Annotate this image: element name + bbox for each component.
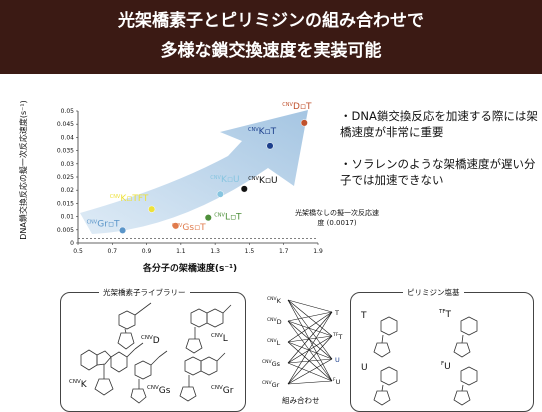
combination-link xyxy=(287,362,333,382)
combination-link xyxy=(287,335,333,364)
x-tick-label: 1.1 xyxy=(176,248,186,255)
y-tick-label: 0.005 xyxy=(57,227,74,234)
y-tick-label: 0.02 xyxy=(61,187,75,194)
combination-link xyxy=(287,341,333,360)
combination-network xyxy=(287,299,333,385)
combination-link xyxy=(287,335,333,385)
combo-left-cnvl: CNVL xyxy=(267,339,281,348)
point-label: CNVL▫T xyxy=(214,213,242,223)
y-tick-label: 0.015 xyxy=(57,200,74,207)
pyrimidine-fu: FU xyxy=(441,361,451,372)
x-tick-label: 1.7 xyxy=(279,248,289,255)
library-item-cnvgs: CNVGs xyxy=(147,385,171,396)
title-banner: 光架橋素子とピリミジンの組み合わせで 多様な鎖交換速度を実装可能 xyxy=(0,0,542,74)
combo-right-fu: FU xyxy=(333,378,341,387)
combination-link xyxy=(287,358,333,385)
library-structures xyxy=(80,302,232,404)
library-item-cnvk: CNVK xyxy=(69,379,87,390)
combination-link xyxy=(287,311,333,343)
combo-left-cnvgs: CNVGs xyxy=(262,360,281,369)
data-point xyxy=(204,214,212,222)
x-tick-label: 1.9 xyxy=(313,248,323,255)
combo-left-cnvd: CNVD xyxy=(267,318,282,327)
combination-link xyxy=(287,320,333,337)
x-tick-label: 0.5 xyxy=(73,248,83,255)
combination-link xyxy=(287,335,333,343)
data-point xyxy=(216,190,224,198)
combination-link xyxy=(287,320,333,360)
pyrimidine-tft: TFT xyxy=(439,309,452,320)
combination-link xyxy=(287,299,333,337)
chart-point-labels: CNVGr▫T CNVK▫TFT CNVGs▫T CNVL▫T CNVK▫U CNVK▫U… xyxy=(87,102,312,233)
data-point xyxy=(266,142,274,150)
y-tick-label: 0.045 xyxy=(57,121,74,128)
point-label: CNVGs▫T xyxy=(172,223,206,233)
combo-right-tft: TFT xyxy=(333,333,343,342)
x-tick-label: 1.5 xyxy=(245,248,255,255)
y-tick-label: 0 xyxy=(70,240,74,247)
pyrimidine-t: T xyxy=(361,311,367,321)
point-label: CNVGr▫T xyxy=(87,219,120,229)
combo-left-cnvk: CNVK xyxy=(267,297,281,306)
slide-title-line2: 多様な鎖交換速度を実装可能 xyxy=(160,41,382,61)
y-tick-label: 0.035 xyxy=(57,148,74,155)
y-tick-label: 0.04 xyxy=(61,134,75,141)
combo-left-cnvgr: CNVGr xyxy=(262,381,280,390)
x-tick-label: 0.7 xyxy=(108,248,118,255)
pyrimidine-panel: ピリミジン塩基 T TFT U FU xyxy=(350,287,534,412)
y-axis-label: DNA鎖交換反応の擬一次反応速度(s⁻¹) xyxy=(18,100,28,239)
library-item-cnvl: CNVL xyxy=(211,333,228,344)
point-label: CNVK▫TFT xyxy=(110,194,149,204)
point-label: CNVK▫U xyxy=(210,175,239,185)
combination-link xyxy=(287,299,333,382)
point-label: CNVK▫T xyxy=(248,127,277,137)
combination-link xyxy=(287,320,333,382)
combination-link xyxy=(287,380,333,385)
trend-arrow xyxy=(80,110,308,234)
combination-link xyxy=(287,311,333,364)
data-point xyxy=(119,226,127,234)
chart-points xyxy=(119,119,308,234)
library-item-cnvd: CNVD xyxy=(141,335,160,346)
combination-link xyxy=(287,311,333,322)
bullet-point-1: ・DNA鎖交換反応を加速する際には架橋速度が非常に重要 xyxy=(340,109,538,139)
point-label: CNVD▫T xyxy=(282,102,312,112)
crosslinker-library-panel: 光架橋素子ライブラリー xyxy=(60,287,246,412)
x-tick-label: 1.3 xyxy=(210,248,220,255)
pyrimidine-u: U xyxy=(361,363,368,373)
y-tick-label: 0.05 xyxy=(61,108,75,115)
pyrimidine-title: ピリミジン塩基 xyxy=(403,287,464,298)
library-item-cnvgr: CNVGr xyxy=(211,385,234,396)
combination-caption: 組み合わせ xyxy=(282,396,320,405)
data-point xyxy=(148,205,156,213)
y-tick-label: 0.01 xyxy=(61,214,75,221)
data-point xyxy=(300,119,308,127)
scatter-chart: 0.5 0.7 0.9 1.1 1.3 1.5 1.7 1.9 0 0.005 0.01 0.015 0… xyxy=(18,100,323,274)
combination-link xyxy=(287,299,333,313)
data-point xyxy=(240,185,248,193)
threshold-note: 光架橋なしの擬一次反応速度 (0.0017) xyxy=(295,209,379,227)
point-label: CNVK▫U xyxy=(248,176,277,186)
slide-title-line1: 光架橋素子とピリミジンの組み合わせで xyxy=(118,11,424,31)
combination-link xyxy=(287,299,333,360)
y-tick-label: 0.025 xyxy=(57,174,74,181)
library-title: 光架橋素子ライブラリー xyxy=(99,287,190,298)
y-tick-label: 0.03 xyxy=(61,161,75,168)
combination-link xyxy=(287,311,333,385)
data-point xyxy=(172,222,180,230)
x-tick-label: 0.9 xyxy=(142,248,152,255)
chart-ticks: 0.5 0.7 0.9 1.1 1.3 1.5 1.7 1.9 0 0.005 0.01 0.015 0… xyxy=(57,108,323,255)
combo-right-u: U xyxy=(335,356,340,364)
bullet-point-2: ・ソラレンのような架橋速度が遅い分子では加速できない xyxy=(340,157,536,187)
combination-link xyxy=(287,358,333,364)
pyrimidine-structures xyxy=(373,316,478,406)
combination-link xyxy=(287,341,333,382)
x-axis-label: 各分子の架橋速度(s⁻¹) xyxy=(142,262,237,274)
combo-right-t: T xyxy=(335,309,339,317)
